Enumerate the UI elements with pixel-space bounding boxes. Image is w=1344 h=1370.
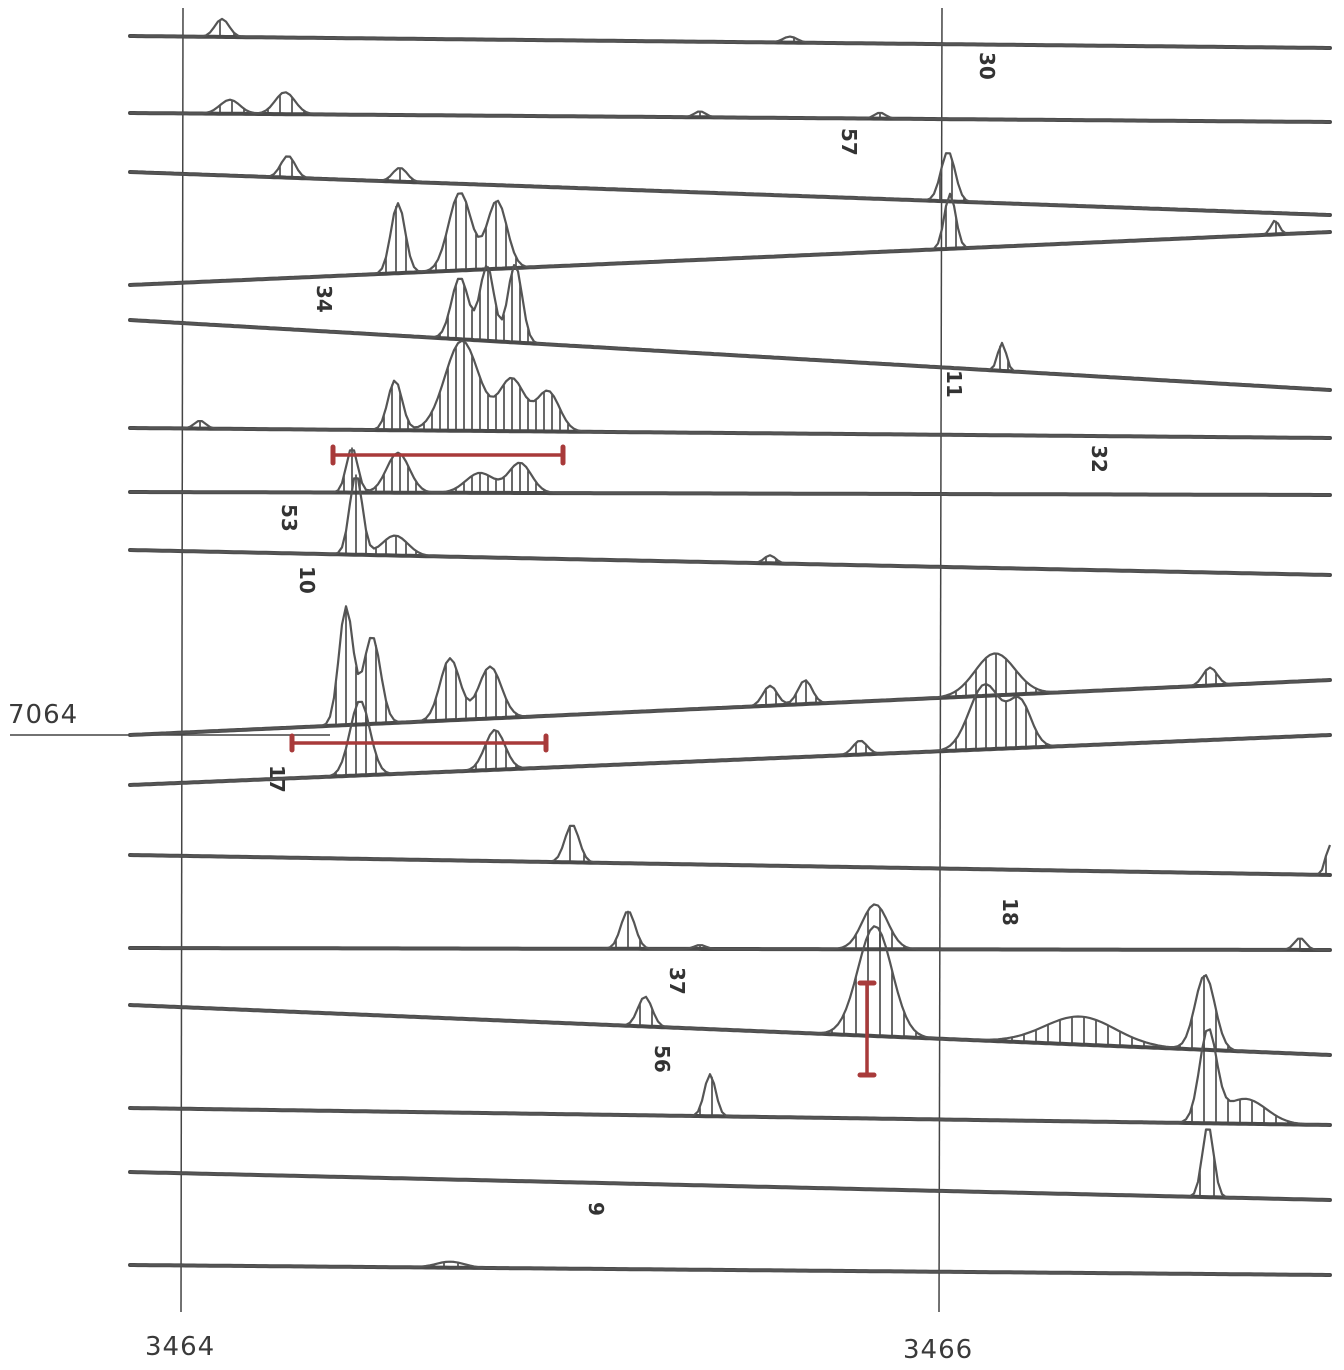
profile-trace xyxy=(128,447,1332,497)
fiducial-label: 9 xyxy=(584,1202,608,1216)
fiducial-label: 57 xyxy=(837,128,861,156)
profile-trace xyxy=(128,264,1332,392)
trace-anomaly-curve xyxy=(130,17,1330,50)
fiducial-label: 37 xyxy=(665,967,689,995)
profile-trace xyxy=(128,1260,1332,1277)
fiducial-labels: 30 57 34 11 32 53 10 17 18 37 56 9 xyxy=(265,52,1111,1216)
fiducial-label: 11 xyxy=(942,370,966,398)
profile-trace xyxy=(128,192,1332,287)
profile-traces xyxy=(128,17,1332,1277)
fiducial-label: 34 xyxy=(312,285,336,313)
y-axis-label: 7064 xyxy=(8,700,79,730)
profile-trace xyxy=(128,339,1332,440)
profile-trace xyxy=(128,903,1332,952)
trace-anomaly-curve xyxy=(130,339,1330,440)
profile-trace xyxy=(128,824,1332,877)
fiducial-label: 10 xyxy=(295,566,319,594)
trace-anomaly-curve xyxy=(129,1128,1331,1202)
profile-trace xyxy=(128,682,1332,787)
fiducial-label: 17 xyxy=(265,765,289,793)
trace-anomaly-curve xyxy=(129,477,1331,577)
fiducial-label: 18 xyxy=(998,898,1022,926)
profile-trace xyxy=(128,17,1332,50)
profile-trace xyxy=(128,1028,1332,1127)
trace-anomaly-curve xyxy=(129,824,1332,876)
fiducial-label: 30 xyxy=(975,52,999,80)
trace-anomaly-curve xyxy=(129,1028,1331,1127)
trace-hatching xyxy=(699,1038,1289,1125)
trace-hatching xyxy=(335,606,1217,726)
trace-anomaly-curve xyxy=(129,682,1331,787)
trace-anomaly-curve xyxy=(130,1260,1330,1277)
trace-anomaly-curve xyxy=(129,264,1331,392)
trace-anomaly-curve xyxy=(130,449,1330,497)
x-axis-label: 3464 xyxy=(145,1332,216,1362)
scale-bars xyxy=(289,444,877,1078)
grid-line-3464 xyxy=(180,7,184,1313)
trace-anomaly-curve xyxy=(129,925,1331,1057)
trace-hatching xyxy=(615,907,1301,950)
trace-anomaly-curve xyxy=(130,91,1330,124)
trace-anomaly-curve xyxy=(129,605,1331,737)
trace-anomaly-curve xyxy=(130,903,1330,952)
x-axis-label: 3466 xyxy=(903,1335,974,1365)
profile-trace xyxy=(128,474,1332,577)
trace-hatching xyxy=(639,930,1229,1051)
trace-anomaly-curve xyxy=(129,192,1331,287)
fiducial-label: 53 xyxy=(277,504,301,532)
fiducial-label: 56 xyxy=(650,1045,674,1073)
profile-trace xyxy=(128,925,1332,1057)
trace-hatching xyxy=(385,197,1277,274)
trace-hatching xyxy=(199,341,569,432)
profile-trace xyxy=(128,152,1332,217)
fiducial-label: 32 xyxy=(1087,445,1111,473)
trace-hatching xyxy=(345,474,777,564)
profile-trace xyxy=(128,605,1332,737)
profile-trace xyxy=(128,1128,1332,1202)
profile-trace xyxy=(128,91,1332,124)
grid-line-3466 xyxy=(938,7,943,1313)
trace-anomaly-curve xyxy=(129,152,1331,217)
